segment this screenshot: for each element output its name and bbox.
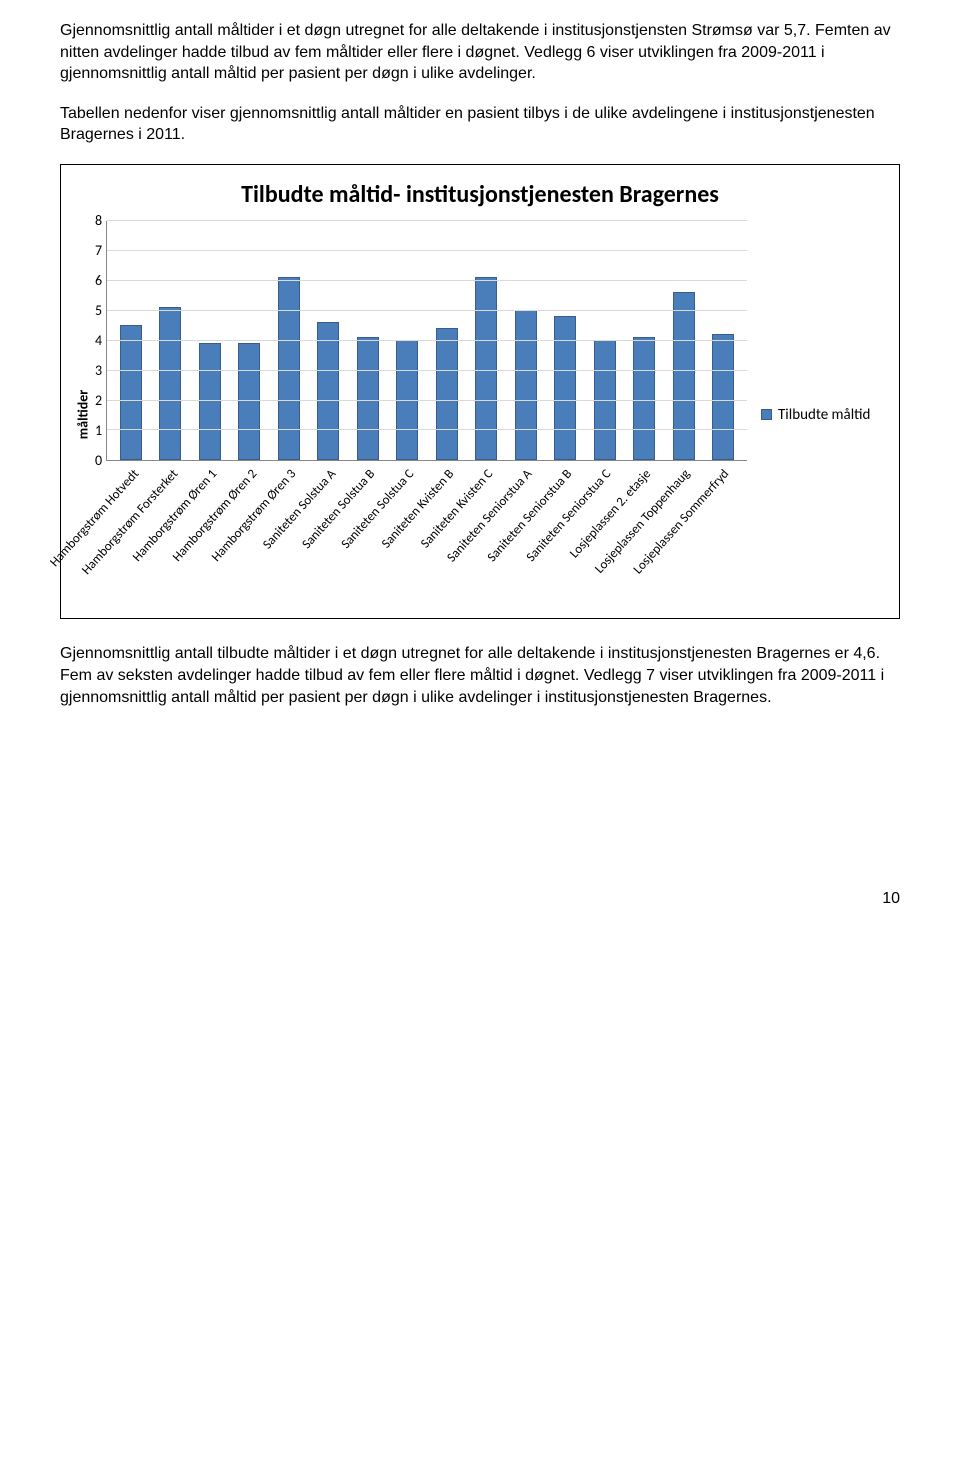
chart-bar-slot [427,328,467,460]
chart-gridline [107,370,747,371]
chart-ylabel: måltider [75,390,94,439]
legend-swatch [761,409,772,420]
chart-bar-slot [111,325,151,460]
chart-bar [199,343,221,460]
chart-bar [159,307,181,460]
intro-paragraph-1: Gjennomsnittlig antall måltider i et døg… [60,20,900,85]
chart-bar [120,325,142,460]
outro-paragraph: Gjennomsnittlig antall tilbudte måltider… [60,643,900,708]
chart-gridline [107,220,747,221]
intro-paragraph-2: Tabellen nedenfor viser gjennomsnittlig … [60,103,900,146]
chart-bar [436,328,458,460]
chart-bar-slot [309,322,349,460]
chart-container: Tilbudte måltid- institusjonstjenesten B… [60,164,900,619]
chart-xlabels: Hamborgstrøm HotvedtHamborgstrøm Forster… [109,463,747,608]
chart-bar-slot [190,343,230,460]
chart-bar-slot [704,334,744,460]
chart-bar [673,292,695,460]
chart-bar [238,343,260,460]
chart-bar [317,322,339,460]
chart-gridline [107,429,747,430]
chart-gridline [107,280,747,281]
legend-label: Tilbudte måltid [778,405,870,425]
chart-title: Tilbudte måltid- institusjonstjenesten B… [73,179,887,211]
chart-bar [554,316,576,460]
chart-bar-slot [664,292,704,460]
chart-plot-area [106,221,747,461]
chart-bar-slot [506,310,546,460]
chart-yticks: 876543210 [95,221,106,461]
chart-xlabel-slot: Losjeplassen Sommerfryd [704,463,743,608]
chart-bar-slot [230,343,270,460]
chart-bar-slot [151,307,191,460]
page-number: 10 [60,888,900,910]
chart-gridline [107,340,747,341]
chart-gridline [107,310,747,311]
chart-gridline [107,250,747,251]
chart-bar-slot [546,316,586,460]
chart-legend: Tilbudte måltid [747,221,887,608]
chart-bar [712,334,734,460]
chart-gridline [107,400,747,401]
chart-bar [515,310,537,460]
